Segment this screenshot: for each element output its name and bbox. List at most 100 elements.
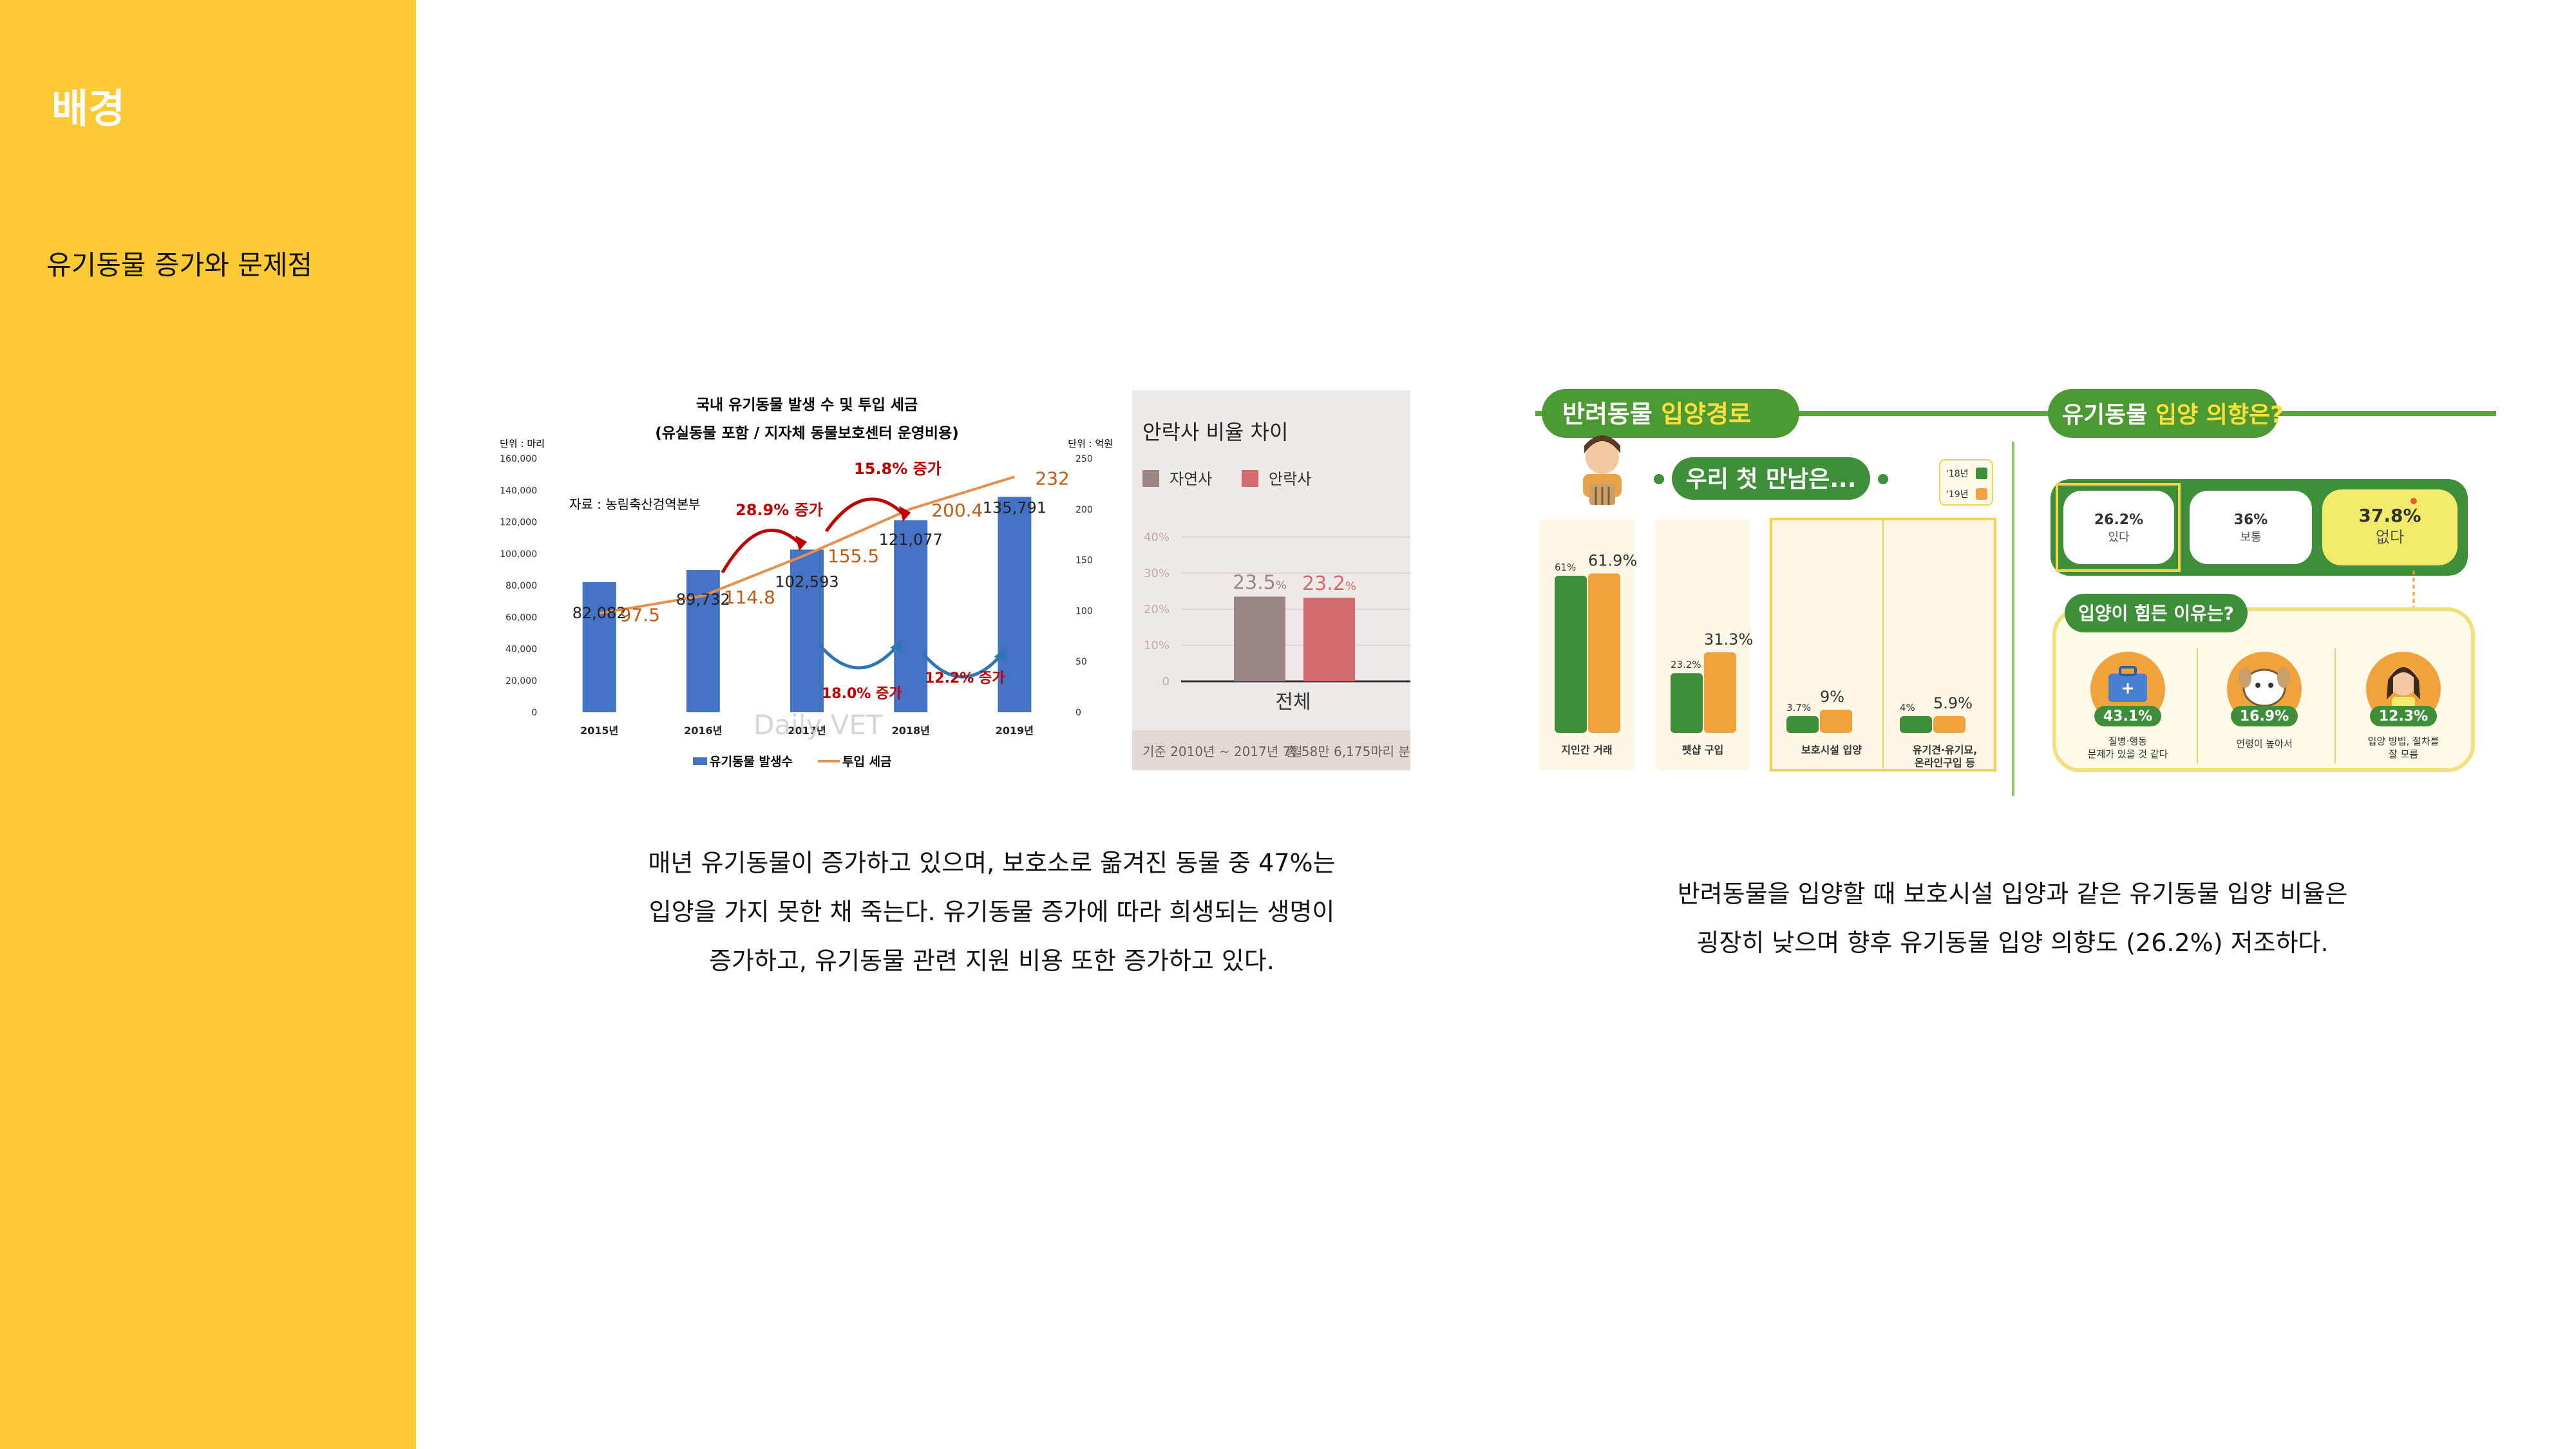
bar-2019 <box>1933 716 1965 733</box>
intention-yes-value: 26.2% <box>2094 512 2143 528</box>
right-header-text: 유기동물 입양 의향은? <box>2062 402 2284 428</box>
reason-3-line1: 입양 방법, 절차를 <box>2368 735 2439 747</box>
bar-value-label: 102,593 <box>775 573 838 591</box>
chart2-value-label: 23.5% <box>1233 571 1287 594</box>
chart1-bars <box>582 497 1032 712</box>
bar-2018 <box>1671 673 1703 733</box>
chart1-legend: 유기동물 발생수 투입 세금 <box>693 755 892 769</box>
intention-yes-highlight <box>2056 483 2181 572</box>
left-tick-label: 20,000 <box>506 676 537 687</box>
section-title: 배경 <box>52 85 126 132</box>
dot-icon <box>1878 474 1888 484</box>
growth-annotation: 15.8% 증가 <box>854 460 942 478</box>
paragraph-stray-increase: 매년 유기동물이 증가하고 있으며, 보호소로 옮겨진 동물 중 47%는 입양… <box>592 838 1391 985</box>
chart2-tick-label: 40% <box>1144 531 1170 544</box>
bar-2018-label: 3.7% <box>1786 702 1811 714</box>
bar-value-label: 121,077 <box>879 531 943 549</box>
right-tick-label: 150 <box>1075 556 1093 566</box>
intention-neutral-value: 36% <box>2234 512 2268 528</box>
left-header-pill <box>1542 389 1799 438</box>
category-label: 온라인구입 등 <box>1915 757 1975 769</box>
chart2-axes: 0 10% 20% 30% 40% <box>1144 531 1410 688</box>
legend-2018-swatch <box>1976 468 1987 479</box>
intention-no-pill <box>2322 489 2458 565</box>
growth-arrow-up <box>721 528 802 574</box>
legend-euthanasia-label: 안락사 <box>1269 470 1311 488</box>
bar-2019-label: 61.9% <box>1588 551 1637 569</box>
reason-2-badge <box>2231 706 2298 726</box>
intention-no-value: 37.8% <box>2358 505 2421 526</box>
reason-3-value: 12.3% <box>2379 708 2428 724</box>
chart2-tick-label: 0 <box>1162 675 1170 688</box>
arrow-head <box>795 535 807 551</box>
bar-2019-label: 9% <box>1820 688 1844 706</box>
line-value-label: 232 <box>1035 468 1069 489</box>
right-tick-label: 100 <box>1075 606 1093 616</box>
growth-annotation: 28.9% 증가 <box>735 501 823 519</box>
bar-2015년 <box>582 582 616 712</box>
chart2-category: 전체 <box>1275 691 1311 714</box>
bar-2018 <box>1786 716 1819 733</box>
reason-3-badge <box>2370 706 2437 726</box>
legend-bar-swatch <box>693 757 707 765</box>
tax-line <box>599 475 1015 615</box>
growth-annotation: 12.2% 증가 <box>925 670 1005 687</box>
bar-2018 <box>1555 576 1587 733</box>
adoption-infographic: 반려동물 입양경로 유기동물 입양 의향은? 우리 첫 만남은... '18년 … <box>1526 384 2499 802</box>
chart1-right-unit: 단위 : 억원 <box>1068 438 1113 450</box>
section-subtitle: 유기동물 증가와 문제점 <box>46 249 313 281</box>
first-meet-pill <box>1672 457 1870 500</box>
bar-2019년 <box>998 497 1032 712</box>
adoption-infographic-svg: 반려동물 입양경로 유기동물 입양 의향은? 우리 첫 만남은... '18년 … <box>1535 389 2496 796</box>
category-label: 보호시설 입양 <box>1801 744 1862 756</box>
bar-value-label: 82,082 <box>573 604 627 622</box>
chart2-tick-label: 10% <box>1144 639 1170 652</box>
bar-2017년 <box>790 549 824 712</box>
x-tick-label: 2015년 <box>580 724 618 737</box>
sidebar: 배경 유기동물 증가와 문제점 <box>0 0 416 1449</box>
stray-animal-chart-svg: 국내 유기동물 발생 수 및 투입 세금 (유실동물 포함 / 지자체 동물보호… <box>500 397 1113 769</box>
chart2-footer-left: 기준 2010년 ~ 2017년 7월 <box>1142 744 1303 759</box>
category-label: 유기견·유기묘, <box>1913 744 1977 756</box>
x-tick-label: 2017년 <box>788 724 826 737</box>
chart1-line <box>599 475 1015 615</box>
bar-2019-label: 5.9% <box>1933 694 1973 712</box>
growth-annotation: 18.0% 증가 <box>822 686 902 702</box>
chart2-tick-label: 30% <box>1144 567 1170 580</box>
growth-arrow-down <box>819 644 900 670</box>
legend-natural-swatch <box>1142 470 1159 487</box>
intention-neutral-pill <box>2190 491 2312 564</box>
bar-2018-label: 61% <box>1555 562 1576 573</box>
first-meet-text: 우리 첫 만남은... <box>1686 466 1857 493</box>
left-header-text: 반려동물 입양경로 <box>1562 400 1751 428</box>
reason-2-value: 16.9% <box>2240 708 2289 724</box>
bar-2019 <box>1588 573 1620 733</box>
chart2-bar-안락사 <box>1303 598 1355 681</box>
legend-bar-label: 유기동물 발생수 <box>710 755 793 769</box>
x-tick-label: 2019년 <box>996 724 1034 737</box>
legend-euthanasia-swatch <box>1242 470 1258 487</box>
euthanasia-chart-svg: 안락사 비율 차이 자연사 안락사 010%20%30%40% 23.5% 23.… <box>1132 420 1410 770</box>
paragraph-line: 반려동물을 입양할 때 보호시설 입양과 같은 유기동물 입양 비율은 <box>1677 880 2348 908</box>
dot-icon <box>1654 474 1664 484</box>
legend-2019-swatch <box>1976 488 1987 500</box>
paragraph-line: 매년 유기동물이 증가하고 있으며, 보호소로 옮겨진 동물 중 47%는 <box>648 849 1336 877</box>
legend-2019-label: '19년 <box>1946 489 1969 500</box>
left-tick-label: 140,000 <box>500 486 537 496</box>
right-tick-label: 200 <box>1075 505 1093 515</box>
right-header-pill <box>2048 389 2278 438</box>
chart1-left-unit: 단위 : 마리 <box>500 438 545 450</box>
paragraph-line: 증가하고, 유기동물 관련 지원 비용 또한 증가하고 있다. <box>709 947 1274 975</box>
chart1-source: 자료 : 농림축산검역본부 <box>569 497 700 512</box>
x-tick-label: 2016년 <box>684 724 722 737</box>
legend-natural-label: 자연사 <box>1170 470 1212 488</box>
arrow-head <box>994 648 1006 662</box>
legend-line-label: 투입 세금 <box>842 755 892 769</box>
reason-3-line2: 잘 모름 <box>2389 748 2418 760</box>
chart2-bars: 23.5% 23.2% <box>1233 571 1356 681</box>
growth-arrow-up <box>824 497 905 533</box>
bar-2019 <box>1820 710 1852 733</box>
chart2-footer <box>1132 730 1410 770</box>
legend-2018-label: '18년 <box>1946 469 1969 479</box>
